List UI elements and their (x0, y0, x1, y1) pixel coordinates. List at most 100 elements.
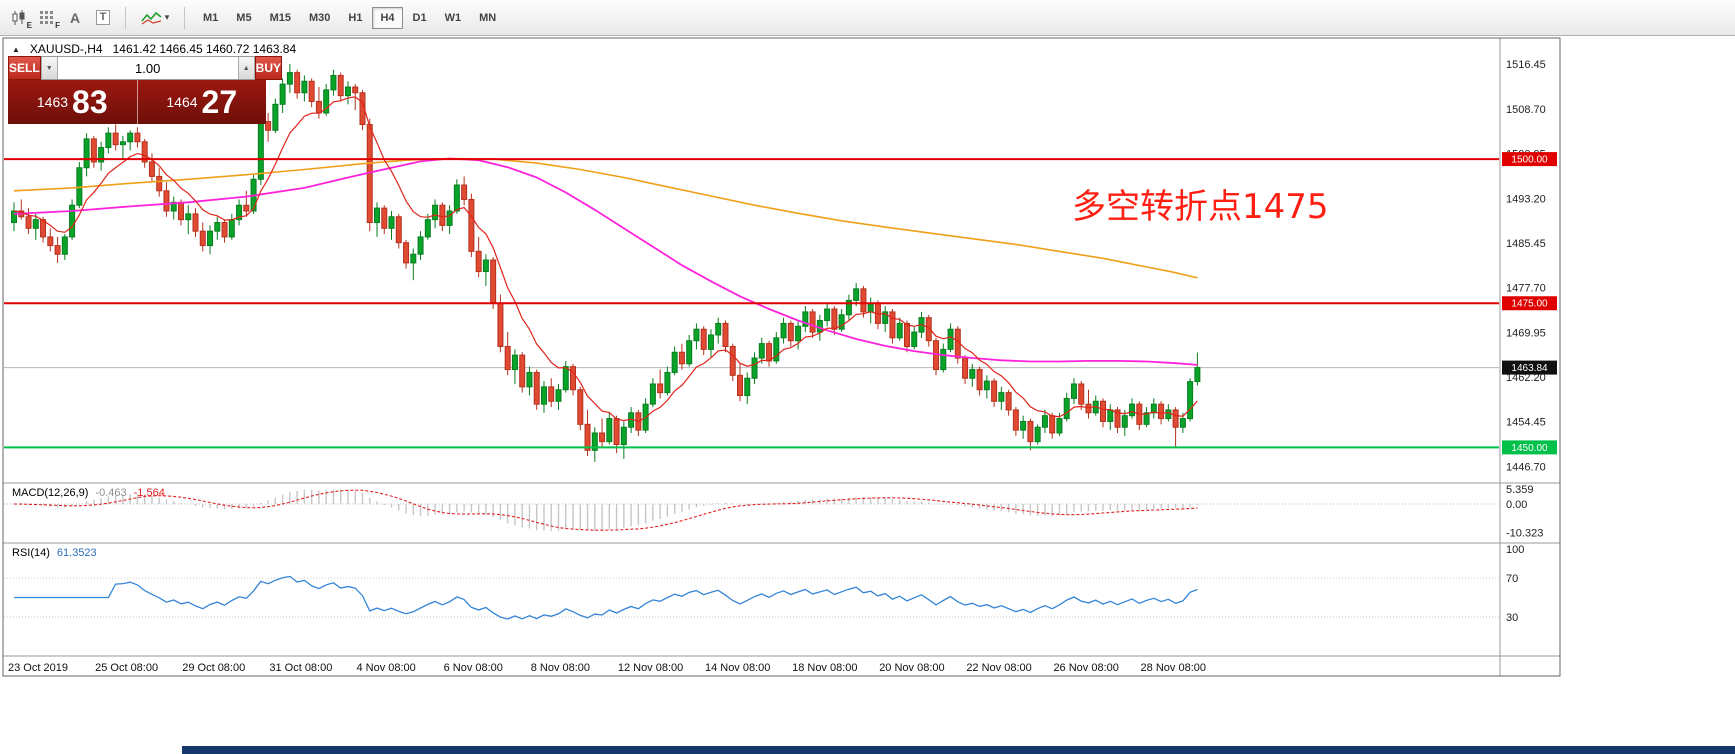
one-click-trading-panel: SELL ▼ ▲ BUY 1463 83 1464 27 (8, 56, 283, 124)
macd-scale-label: 5.359 (1506, 484, 1534, 496)
candle-body (649, 383, 656, 405)
volume-decrease-button[interactable]: ▼ (40, 57, 58, 79)
candle-body (207, 230, 214, 247)
indicators-icon (141, 11, 162, 24)
macd-main-value: -0.463 (95, 487, 127, 499)
candle-body (61, 236, 68, 255)
ask-price-display[interactable]: 1464 27 (138, 80, 267, 124)
candle-body (722, 322, 729, 347)
ask-price-main: 1464 (166, 94, 198, 110)
time-axis-label: 14 Nov 08:00 (705, 662, 770, 674)
timeframe-button-m15[interactable]: M15 (269, 11, 291, 24)
candle-body (758, 343, 765, 359)
candle-body (461, 184, 468, 200)
candle-body (744, 377, 751, 397)
candle-body (417, 236, 424, 255)
bid-price-display[interactable]: 1463 83 (8, 80, 138, 124)
candle-body (105, 132, 112, 149)
candle-body (1056, 418, 1063, 434)
timeframe-button-m1[interactable]: M1 (203, 11, 219, 24)
text-label-button[interactable]: T (90, 5, 116, 31)
timeframe-button-d1[interactable]: D1 (412, 11, 427, 24)
candle-body (243, 204, 250, 212)
candle-body (1107, 409, 1114, 422)
candle-body (170, 201, 177, 212)
dropdown-caret-icon: ▾ (164, 12, 170, 22)
macd-histogram (20, 489, 1199, 532)
timeframe-button-h4[interactable]: H4 (372, 6, 403, 29)
candle-body (533, 371, 540, 405)
candle-body (686, 340, 693, 365)
candle-body (185, 213, 192, 221)
ohlc-values: 1461.42 1466.45 1460.72 1463.84 (112, 42, 297, 56)
candle-body (606, 418, 613, 443)
collapse-arrow-icon[interactable]: ▲ (12, 44, 20, 54)
grid-icon (40, 10, 53, 24)
candle-body (1150, 403, 1157, 414)
candle-body (1158, 403, 1165, 420)
macd-label: MACD(12,26,9) (12, 487, 89, 499)
candle-body (1100, 400, 1106, 422)
indicators-button[interactable]: ▾ (135, 5, 175, 31)
candle-body (867, 302, 874, 313)
letter-a-icon: A (69, 9, 81, 26)
candle-body (737, 374, 743, 397)
candle-body (214, 222, 221, 232)
candle-body (453, 184, 460, 212)
background-window-strip (182, 746, 1735, 754)
price-tick-label: 1446.70 (1506, 461, 1546, 473)
candle-body (664, 371, 671, 394)
candle-body (69, 204, 76, 238)
candle-body (141, 141, 148, 163)
candle-body (90, 138, 97, 163)
sell-button[interactable]: SELL (8, 56, 41, 80)
candle-body (1049, 415, 1056, 434)
candle-body (707, 334, 714, 350)
timeframe-button-m5[interactable]: M5 (236, 11, 252, 24)
timeframe-button-w1[interactable]: W1 (444, 11, 462, 24)
rsi-value: 61.3523 (56, 547, 97, 559)
time-axis-label: 28 Nov 08:00 (1141, 662, 1206, 674)
icon-letter-f: F (55, 20, 60, 30)
time-axis-label: 8 Nov 08:00 (531, 662, 590, 674)
timeframe-button-mn[interactable]: MN (479, 11, 497, 24)
candlestick-style-button[interactable]: E (6, 5, 32, 31)
candle-body (853, 288, 860, 301)
volume-increase-button[interactable]: ▲ (237, 57, 255, 79)
price-line-badge (1502, 152, 1557, 167)
candle-body (315, 100, 322, 114)
candle-body (947, 328, 954, 350)
time-axis-label: 31 Oct 08:00 (269, 662, 332, 674)
candle-body (729, 345, 736, 376)
candle-body (47, 236, 54, 247)
grid-toggle-button[interactable]: F (34, 5, 60, 31)
time-axis-label: 12 Nov 08:00 (618, 662, 683, 674)
time-axis-label: 6 Nov 08:00 (444, 662, 503, 674)
price-tick-label: 1516.45 (1506, 59, 1546, 71)
candle-body (671, 351, 678, 373)
macd-label-row: MACD(12,26,9) -0.463 -1.564 (12, 487, 165, 499)
candle-body (1172, 409, 1179, 428)
price-line-badge-label: 1475.00 (1511, 299, 1548, 310)
rsi-scale-label: 70 (1506, 573, 1518, 585)
candle-body (1005, 392, 1012, 411)
buy-button[interactable]: BUY (254, 56, 283, 80)
volume-input[interactable] (57, 57, 238, 79)
candle-body (519, 354, 526, 388)
macd-scale-label: 0.00 (1506, 499, 1527, 511)
candle-body (403, 242, 410, 264)
timeframe-button-h1[interactable]: H1 (348, 11, 363, 24)
candle-body (1187, 381, 1194, 420)
toolbar-separator (125, 6, 126, 29)
toolbar: E F A T ▾ M1 M5 M15 M30 (0, 0, 1735, 36)
text-annotation-button[interactable]: A (62, 5, 88, 31)
toolbar-separator (184, 6, 185, 29)
candle-body (1063, 397, 1070, 420)
candle-body (824, 308, 831, 322)
candle-body (308, 80, 315, 102)
timeframe-button-m30[interactable]: M30 (308, 11, 331, 24)
macd-scale-label: -10.323 (1506, 528, 1543, 540)
candle-body (903, 322, 910, 347)
bid-price-main: 1463 (36, 94, 69, 110)
